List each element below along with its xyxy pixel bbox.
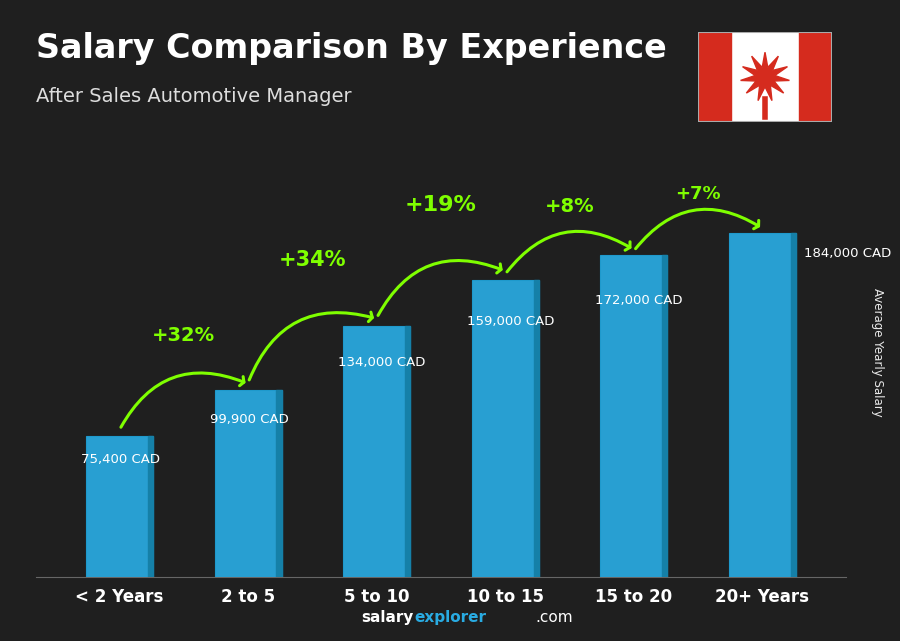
Bar (86, 436, 153, 577)
Text: +8%: +8% (544, 197, 594, 216)
Text: explorer: explorer (414, 610, 486, 625)
Text: 172,000 CAD: 172,000 CAD (595, 294, 683, 307)
Text: 75,400 CAD: 75,400 CAD (81, 453, 160, 466)
Text: 134,000 CAD: 134,000 CAD (338, 356, 426, 369)
Polygon shape (741, 52, 789, 101)
Text: After Sales Automotive Manager: After Sales Automotive Manager (36, 87, 352, 106)
Bar (534, 279, 539, 577)
Text: .com: .com (536, 610, 573, 625)
Bar (343, 326, 410, 577)
Text: 184,000 CAD: 184,000 CAD (804, 247, 891, 260)
Bar (405, 326, 410, 577)
Text: +7%: +7% (675, 185, 721, 203)
Text: Salary Comparison By Experience: Salary Comparison By Experience (36, 32, 667, 65)
Bar (472, 279, 539, 577)
Text: +19%: +19% (405, 195, 477, 215)
Text: 99,900 CAD: 99,900 CAD (210, 413, 288, 426)
Text: +34%: +34% (279, 249, 346, 270)
Bar (698, 32, 732, 122)
Bar (798, 32, 832, 122)
Bar (276, 390, 282, 577)
Bar (600, 255, 667, 577)
Text: +32%: +32% (152, 326, 215, 345)
Bar (729, 233, 796, 577)
Text: salary: salary (362, 610, 414, 625)
Bar (215, 390, 282, 577)
Bar (148, 436, 153, 577)
Text: Average Yearly Salary: Average Yearly Salary (871, 288, 884, 417)
Bar (791, 233, 796, 577)
Bar (662, 255, 667, 577)
Text: 159,000 CAD: 159,000 CAD (467, 315, 554, 328)
